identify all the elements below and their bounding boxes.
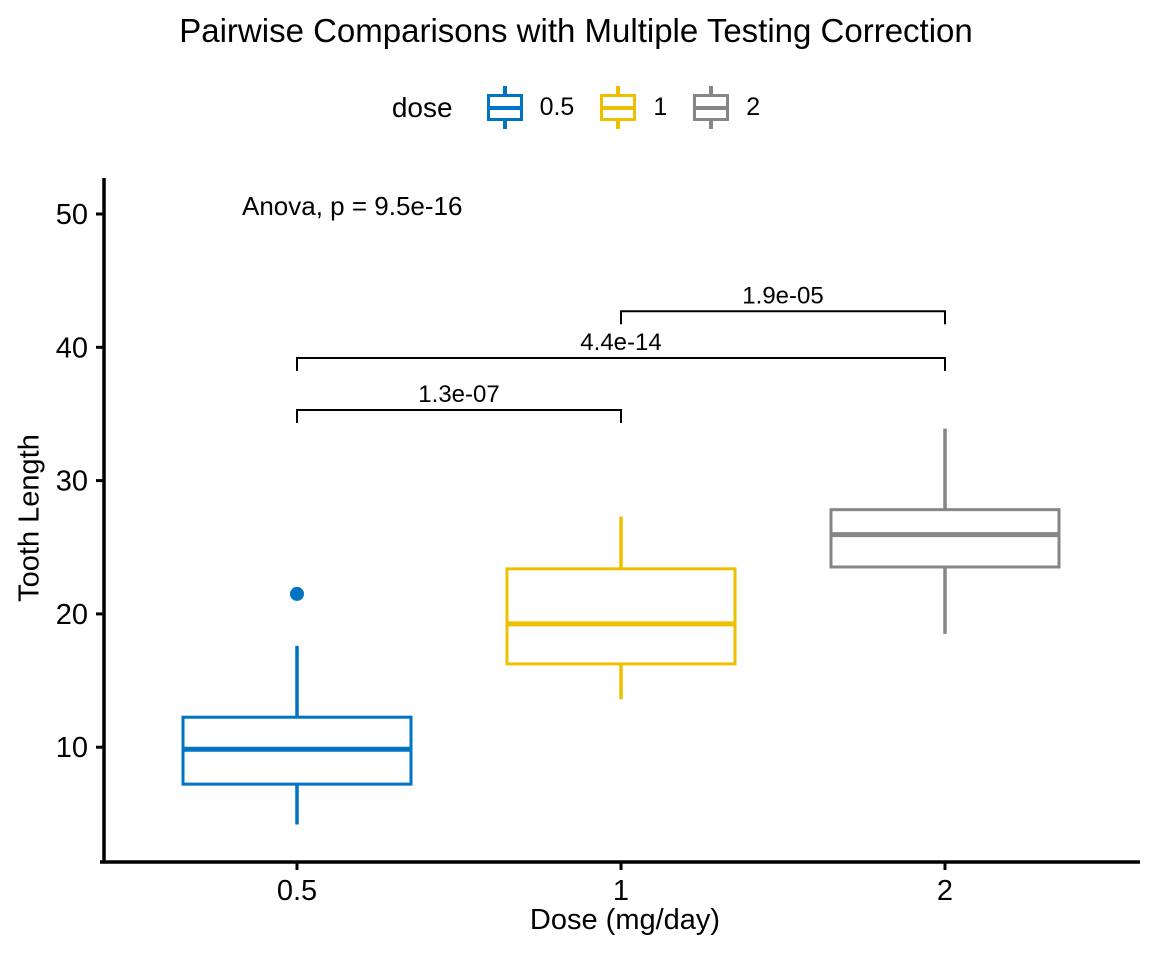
p-value-label: 1.3e-07 <box>418 381 499 408</box>
x-axis-title: Dose (mg/day) <box>529 904 721 936</box>
key-mark <box>502 86 507 95</box>
key-mark <box>709 86 714 95</box>
key-mark <box>709 120 714 129</box>
legend-item-label: 1 <box>653 93 668 121</box>
y-tick-label: 10 <box>56 732 88 764</box>
p-value-label: 4.4e-14 <box>580 329 661 356</box>
legend-item-0.5: 0.5 <box>486 86 575 129</box>
outlier-point-0.5 <box>290 586 304 601</box>
legend-items: 0.5 1 2 <box>486 86 760 129</box>
key-mark <box>616 120 621 129</box>
y-tick-label: 40 <box>56 332 88 364</box>
key-mark <box>502 120 507 129</box>
chart-title: Pairwise Comparisons with Multiple Testi… <box>179 12 973 49</box>
legend-item-label: 0.5 <box>539 93 575 121</box>
y-tick-label: 50 <box>56 199 88 231</box>
key-mark <box>489 106 520 110</box>
y-axis-title: Tooth Length <box>13 434 46 602</box>
x-tick-label: 0.5 <box>277 875 317 907</box>
legend-item-2: 2 <box>693 86 760 129</box>
comparison-bracket <box>620 310 946 325</box>
p-value-label: 1.9e-05 <box>742 282 823 309</box>
legend-title: dose <box>391 91 453 123</box>
boxplot-key-icon <box>600 86 637 129</box>
key-mark <box>616 86 621 95</box>
box-2 <box>829 508 1061 569</box>
legend-item-label: 2 <box>746 93 761 121</box>
comparison-bracket <box>296 356 946 371</box>
comparison-bracket <box>296 408 622 423</box>
boxplot-key-icon <box>693 86 730 129</box>
legend: dose 0.5 1 2 <box>0 86 1152 129</box>
anova-annotation: Anova, p = 9.5e-16 <box>242 191 463 221</box>
y-tick-label: 30 <box>56 466 88 498</box>
key-mark <box>696 106 727 110</box>
key-mark <box>603 106 634 110</box>
legend-item-1: 1 <box>600 86 667 129</box>
x-tick-label: 1 <box>613 875 629 907</box>
box-1 <box>505 567 737 666</box>
y-tick-label: 20 <box>56 599 88 631</box>
boxplot-key-icon <box>486 86 523 129</box>
x-tick-label: 2 <box>937 875 953 907</box>
